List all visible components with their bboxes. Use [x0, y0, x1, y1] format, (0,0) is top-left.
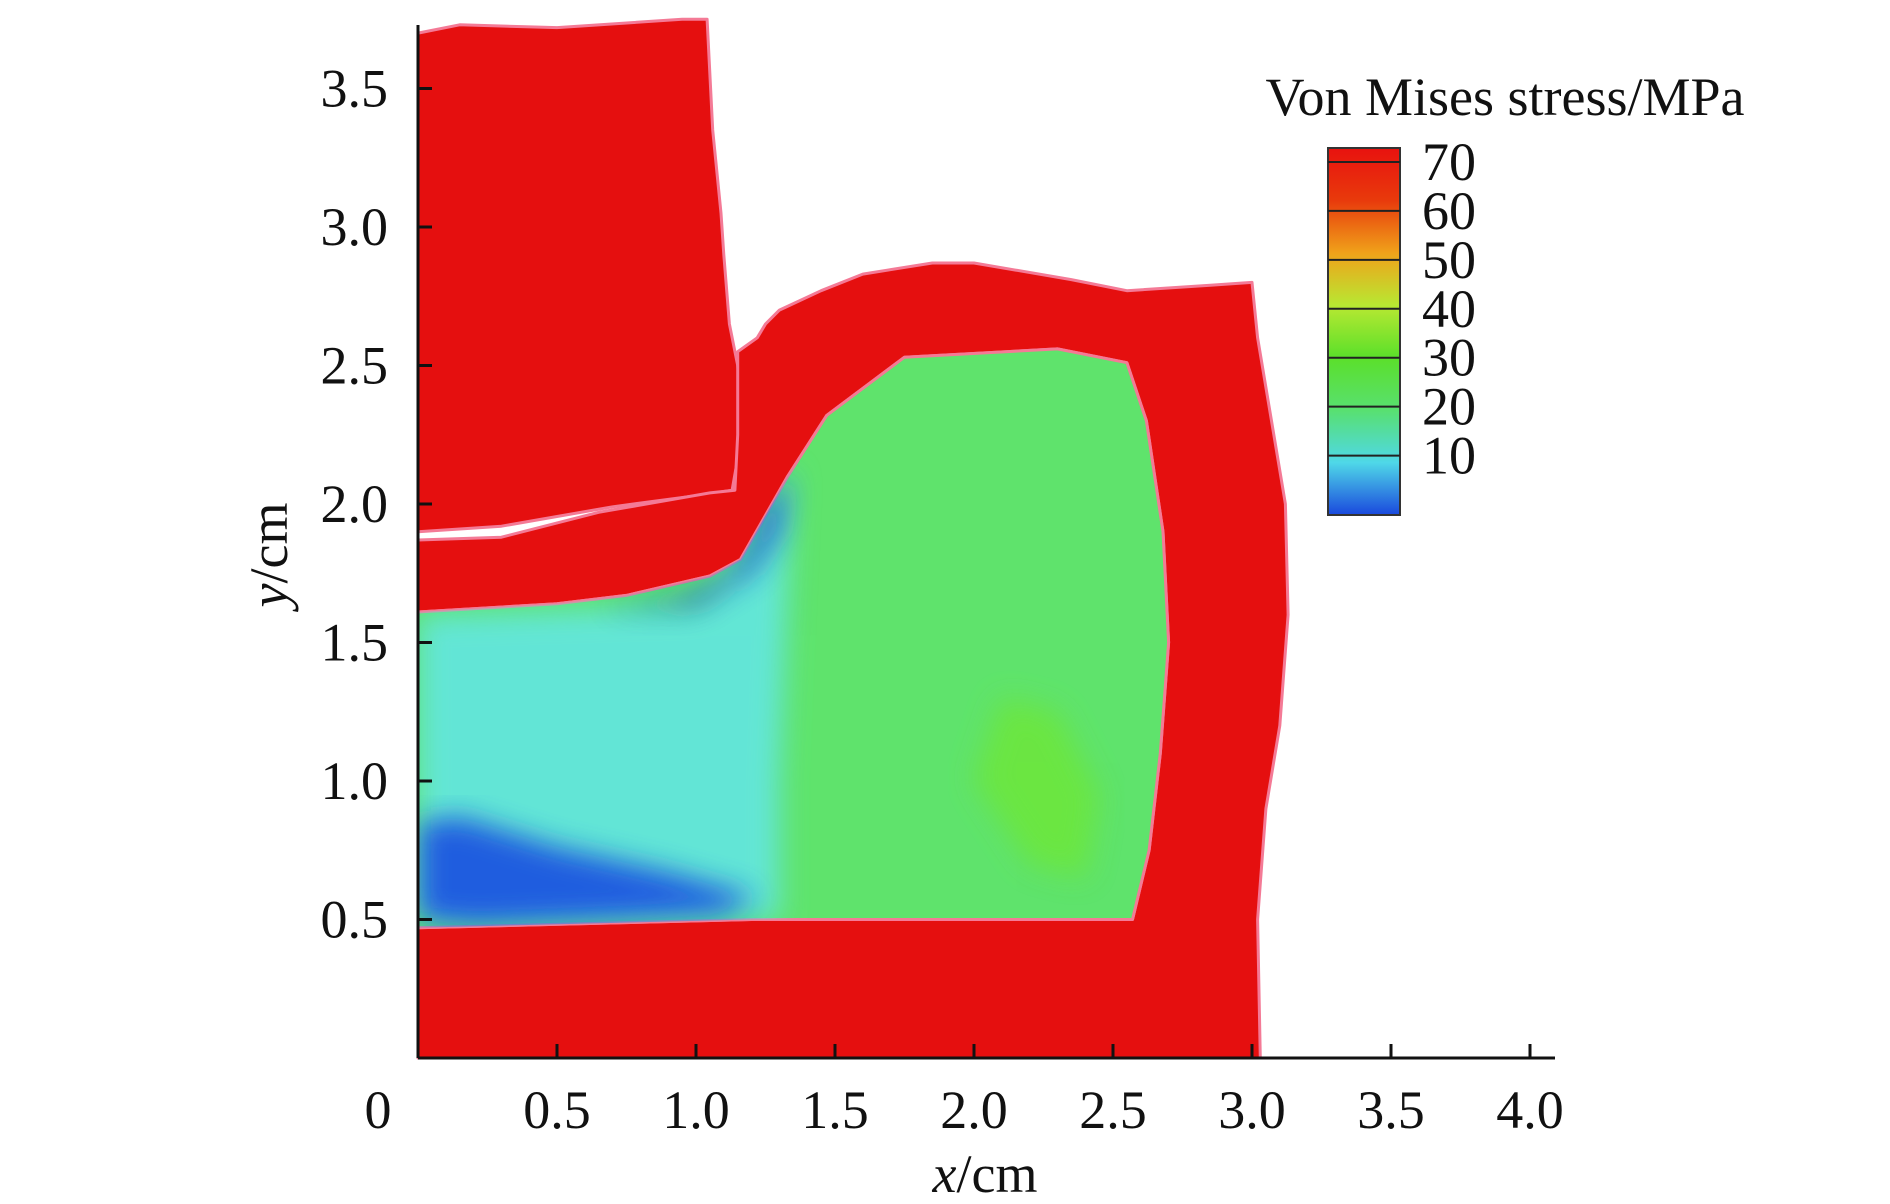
- x-ticks: 0.5 1.0 1.5 2.0 2.5 3.0 3.5 4.0: [523, 1044, 1564, 1140]
- x-tick-label: 1.0: [662, 1080, 730, 1140]
- x-tick-label: 1.5: [801, 1080, 869, 1140]
- colorbar-gradient: [1327, 147, 1401, 516]
- upper-die-region: [416, 17, 745, 534]
- colorbar-label: 30: [1422, 328, 1476, 388]
- colorbar-label: 20: [1422, 377, 1476, 437]
- y-tick-label: 1.5: [321, 613, 389, 673]
- legend-colorbar: [1327, 147, 1401, 516]
- y-tick-label: 3.5: [321, 59, 389, 119]
- x-axis-unit: /cm: [956, 1144, 1037, 1204]
- x-axis-title: x/cm: [932, 1144, 1038, 1204]
- x-tick-label: 4.0: [1496, 1080, 1564, 1140]
- colorbar-label: 50: [1422, 230, 1476, 290]
- y-tick-label: 1.0: [321, 751, 389, 811]
- stress-zones: [418, 462, 1100, 925]
- y-ticks: 0.5 1.0 1.5 2.0 2.5 3.0 3.5: [321, 59, 432, 950]
- low-stress-zone-lower: [418, 817, 758, 925]
- colorbar-label: 40: [1422, 279, 1476, 339]
- plot-area: [416, 17, 1290, 1060]
- legend-title: Von Mises stress/MPa: [1265, 67, 1744, 127]
- high-stress-zone: [974, 697, 1100, 878]
- y-axis-var: y: [239, 583, 299, 612]
- colorbar-label: 70: [1422, 132, 1476, 192]
- y-axis-title: y/cm: [239, 503, 299, 613]
- x-tick-label: 0.5: [523, 1080, 591, 1140]
- origin-label: 0: [365, 1080, 392, 1140]
- x-axis-var: x: [932, 1144, 957, 1204]
- colorbar-label: 60: [1422, 181, 1476, 241]
- y-axis-unit: /cm: [239, 503, 299, 584]
- mid-stress-zone: [418, 462, 794, 923]
- y-tick-label: 2.0: [321, 474, 389, 534]
- x-tick-label: 3.0: [1218, 1080, 1286, 1140]
- low-stress-zone-upper: [598, 476, 788, 610]
- axes: 0.5 1.0 1.5 2.0 2.5 3.0 3.5 4.0 0.5 1.0 1.5 2.0 2.5…: [239, 25, 1564, 1204]
- y-tick-label: 2.5: [321, 336, 389, 396]
- y-tick-label: 3.0: [321, 197, 389, 257]
- x-tick-label: 2.0: [940, 1080, 1008, 1140]
- x-tick-label: 2.5: [1079, 1080, 1147, 1140]
- x-tick-label: 3.5: [1357, 1080, 1425, 1140]
- colorbar-label: 10: [1422, 426, 1476, 486]
- y-tick-label: 0.5: [321, 890, 389, 950]
